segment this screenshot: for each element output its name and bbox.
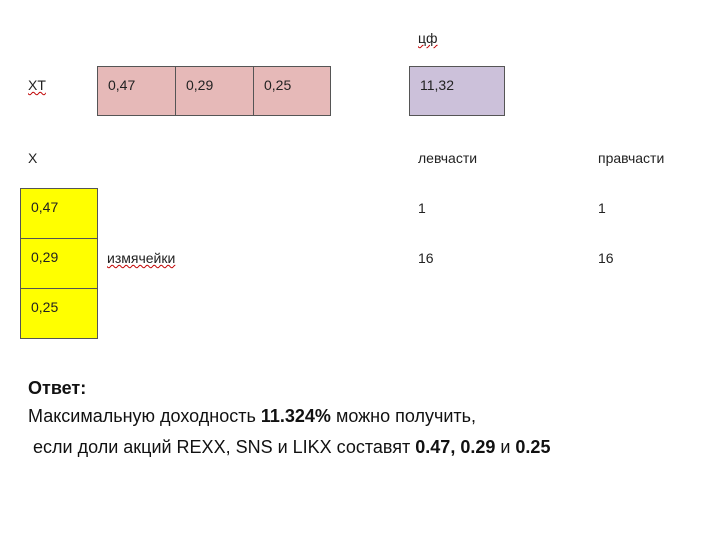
row-label: XT bbox=[28, 77, 46, 93]
constraint-header: правчасти bbox=[598, 150, 665, 166]
answer-line: если доли акций REXX, SNS и LIKX составя… bbox=[33, 436, 550, 458]
cell: 0,29 bbox=[175, 66, 254, 116]
text: 11.324% bbox=[260, 406, 331, 426]
constraint-value: 1 bbox=[598, 200, 606, 216]
cell: 0,47 bbox=[20, 188, 98, 239]
text: Максимальную доходность bbox=[28, 406, 261, 426]
text: 0.25 bbox=[515, 437, 551, 457]
cell: 0,25 bbox=[20, 288, 98, 339]
cell: 0,47 bbox=[97, 66, 176, 116]
objective-cell: 11,32 bbox=[409, 66, 505, 116]
constraint-value: 1 bbox=[418, 200, 426, 216]
text: 0.47, 0.29 bbox=[415, 437, 496, 457]
answer-line: Максимальную доходность 11.324% можно по… bbox=[28, 405, 476, 427]
changing-cells-label: измячейки bbox=[107, 250, 176, 266]
answer-heading: Ответ: bbox=[28, 378, 87, 398]
cell: 0,29 bbox=[20, 238, 98, 289]
constraint-header: левчасти bbox=[418, 150, 478, 166]
constraint-value: 16 bbox=[598, 250, 614, 266]
text: и bbox=[495, 437, 516, 457]
column-label: X bbox=[28, 150, 38, 166]
text: можно получить, bbox=[330, 406, 477, 426]
text: если доли акций REXX, SNS и LIKX составя… bbox=[33, 437, 416, 457]
objective-label: цф bbox=[418, 30, 438, 46]
constraint-value: 16 bbox=[418, 250, 434, 266]
cell: 0,25 bbox=[253, 66, 331, 116]
